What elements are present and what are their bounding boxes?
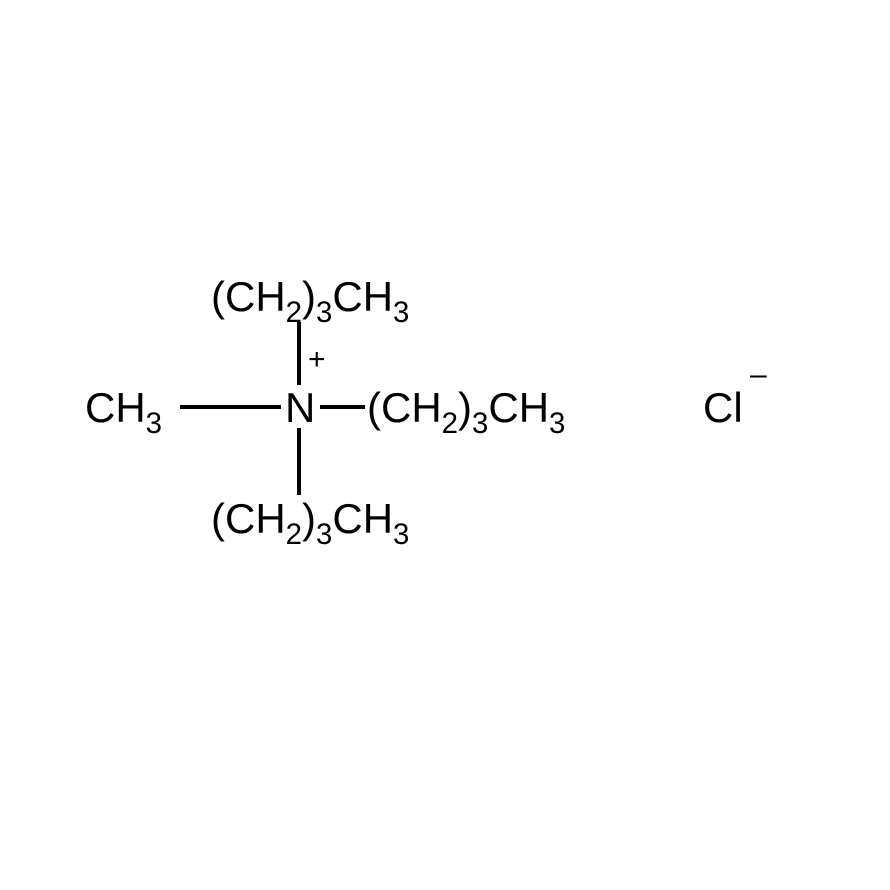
butyl-right-sub3: 3 <box>549 407 565 440</box>
nitrogen-center: N <box>285 384 315 432</box>
butyl-bottom-sub2: 3 <box>316 518 332 551</box>
butyl-right-sub2: 3 <box>472 407 488 440</box>
butyl-top-sub2: 3 <box>316 296 332 329</box>
butyl-top-sub3: 3 <box>393 296 409 329</box>
chloride-anion: Cl <box>703 384 743 432</box>
bond-top <box>297 322 301 385</box>
butyl-group-top: (CH2)3CH3 <box>211 273 409 328</box>
n-text: N <box>285 384 315 431</box>
bond-bottom <box>297 428 301 495</box>
butyl-bottom-end: CH <box>332 495 393 542</box>
bond-right <box>320 405 365 409</box>
butyl-bottom-open: (CH <box>211 495 286 542</box>
negative-charge: – <box>750 358 767 392</box>
butyl-group-right: (CH2)3CH3 <box>367 384 565 439</box>
ch3-left-sub: 3 <box>146 407 162 440</box>
butyl-right-end: CH <box>488 384 549 431</box>
butyl-top-sub1: 2 <box>286 296 302 329</box>
butyl-top-open: (CH <box>211 273 286 320</box>
butyl-right-mid: ) <box>458 384 472 431</box>
cl-text: Cl <box>703 384 743 431</box>
butyl-right-sub1: 2 <box>442 407 458 440</box>
butyl-bottom-sub3: 3 <box>393 518 409 551</box>
butyl-bottom-mid: ) <box>302 495 316 542</box>
plus-text: + <box>308 343 326 376</box>
butyl-top-mid: ) <box>302 273 316 320</box>
bond-left <box>180 405 281 409</box>
butyl-bottom-sub1: 2 <box>286 518 302 551</box>
butyl-group-bottom: (CH2)3CH3 <box>211 495 409 550</box>
positive-charge: + <box>308 343 326 377</box>
methyl-group-left: CH3 <box>85 384 162 439</box>
butyl-top-end: CH <box>332 273 393 320</box>
ch3-left-text: CH <box>85 384 146 431</box>
butyl-right-open: (CH <box>367 384 442 431</box>
minus-text: – <box>750 358 767 391</box>
chemical-structure-diagram: CH3 N + (CH2)3CH3 (CH2)3CH3 (CH2)3CH3 Cl… <box>0 0 890 890</box>
